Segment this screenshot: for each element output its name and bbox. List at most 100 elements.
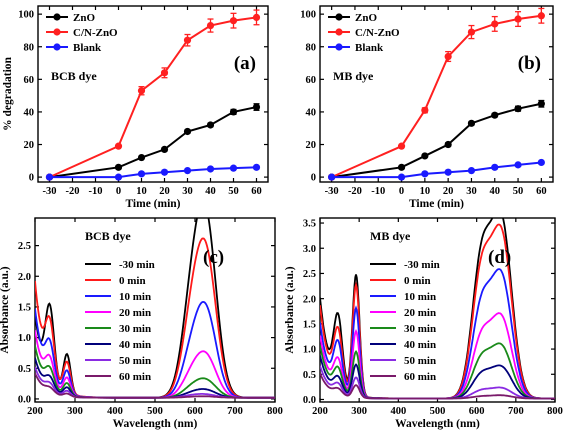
x-tick-label: 40	[205, 186, 216, 197]
x-axis-label: Wavelength (nm)	[395, 418, 480, 430]
legend-label: 20 min	[119, 307, 151, 319]
data-point	[206, 21, 215, 30]
data-point	[137, 153, 146, 162]
x-tick-label: 600	[187, 406, 203, 417]
x-tick-label: 30	[466, 186, 477, 197]
x-tick-label: 200	[312, 406, 328, 417]
panel-d: 200 300 400 500 600 700 800 0.0 0.5 1.0 1.5 2.0 2.5 3…	[284, 217, 563, 430]
y-axis-label: Absorbance (a.u.)	[284, 266, 296, 353]
legend-label: -30 min	[119, 259, 155, 271]
series-line	[331, 161, 542, 179]
series-line	[331, 102, 542, 179]
series-line	[331, 14, 542, 179]
legend-label: 30 min	[119, 323, 151, 335]
x-axis-label: Time (min)	[409, 198, 464, 210]
legend-label: C/N-ZnO	[73, 27, 118, 39]
x-tick-label: 500	[430, 406, 446, 417]
x-tick-label: 800	[267, 406, 283, 417]
x-tick-label: 20	[443, 186, 454, 197]
legend-marker	[335, 43, 343, 51]
legend-label: 10 min	[404, 291, 436, 303]
data-point	[252, 13, 261, 22]
x-tick-label: -20	[348, 186, 362, 197]
x-tick-label: 400	[107, 406, 123, 417]
series-c-n-zno	[45, 9, 261, 181]
y-tick-label: 40	[24, 108, 35, 119]
y-tick-label: 2.5	[18, 241, 31, 252]
y-tick-label: 1.0	[18, 333, 31, 344]
panel-a: -30 -20 -10 0 10 20 30 40 50 60 0 20 40 60 80 100 Time (…	[2, 5, 269, 210]
data-point	[183, 127, 192, 136]
legend-label: C/N-ZnO	[355, 27, 400, 39]
data-point	[137, 87, 146, 95]
data-point	[467, 28, 476, 36]
data-point	[229, 108, 238, 116]
data-point	[183, 36, 192, 44]
x-tick-label: 50	[228, 186, 239, 197]
legend-marker	[53, 43, 61, 51]
series-line	[49, 166, 257, 179]
panel-label: (c)	[203, 247, 224, 268]
series-blank	[328, 158, 545, 181]
y-axis-label: % degradation	[2, 56, 14, 130]
data-point	[537, 12, 545, 20]
panel-label: (a)	[234, 53, 256, 74]
spectrum-60-min-line	[35, 372, 275, 399]
legend-marker	[53, 13, 61, 21]
data-point	[467, 119, 476, 127]
x-tick-label: 60	[536, 186, 547, 197]
data-point	[444, 140, 452, 149]
y-tick-label: 0	[29, 173, 34, 184]
y-tick-label: 100	[18, 10, 34, 21]
x-tick-label: 40	[490, 186, 501, 197]
y-tick-label: 0.5	[303, 370, 316, 381]
legend-marker	[335, 28, 343, 36]
data-point	[137, 170, 146, 178]
data-point	[421, 106, 429, 114]
data-point	[114, 142, 123, 150]
legend-label: ZnO	[355, 12, 377, 24]
series-line	[49, 16, 257, 179]
x-axis-label: Time (min)	[125, 198, 180, 210]
data-point	[229, 17, 238, 25]
data-point	[444, 168, 452, 176]
data-point	[114, 173, 123, 181]
data-point	[397, 173, 406, 181]
data-point	[45, 173, 54, 181]
dye-annotation: MB dye	[370, 229, 411, 243]
y-tick-label: 60	[306, 75, 317, 86]
legend-marker	[53, 28, 61, 36]
y-tick-label: 20	[306, 140, 317, 151]
data-point	[514, 105, 522, 113]
x-tick-label: 700	[508, 406, 524, 417]
x-tick-label: 0	[399, 186, 404, 197]
data-point	[206, 165, 215, 173]
data-point	[514, 15, 522, 23]
legend-marker	[335, 13, 343, 21]
series-blank	[45, 163, 261, 181]
data-point	[514, 161, 522, 169]
legend-label: 50 min	[119, 355, 151, 367]
x-tick-label: 30	[182, 186, 193, 197]
series-c-n-zno	[328, 7, 545, 181]
series-line	[49, 106, 257, 179]
data-point	[328, 173, 336, 181]
legend-label: 10 min	[119, 291, 151, 303]
x-tick-label: 20	[159, 186, 170, 197]
x-tick-label: 300	[67, 406, 83, 417]
data-point	[183, 166, 192, 175]
x-tick-label: 10	[136, 186, 147, 197]
x-tick-label: 400	[390, 406, 406, 417]
y-tick-label: 1.5	[18, 303, 31, 314]
legend-label: 50 min	[404, 355, 436, 367]
x-tick-label: 200	[27, 406, 43, 417]
legend-label: 60 min	[119, 371, 151, 383]
data-point	[491, 111, 499, 119]
legend-label: 40 min	[119, 339, 151, 351]
x-tick-label: 800	[547, 406, 563, 417]
data-point	[491, 20, 499, 28]
data-point	[491, 163, 499, 171]
data-point	[160, 145, 169, 154]
x-tick-label: 10	[420, 186, 431, 197]
spectra-group	[35, 218, 275, 399]
